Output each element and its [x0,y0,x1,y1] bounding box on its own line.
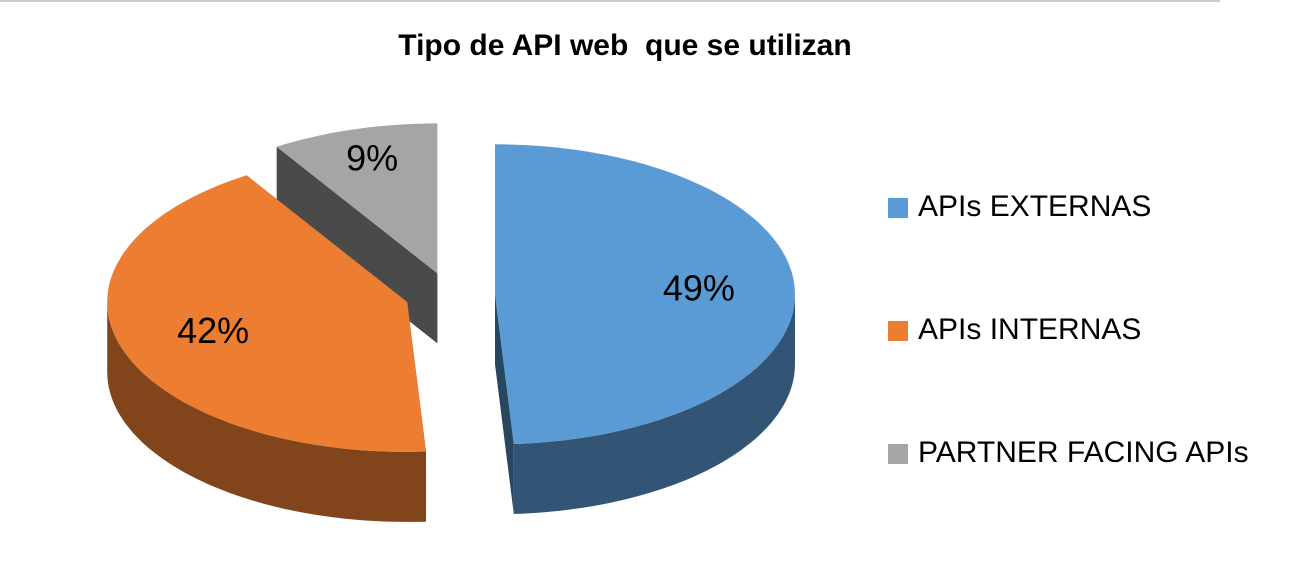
slice-side [107,302,426,522]
slice [495,144,795,445]
legend-swatch [888,321,908,341]
data-label: 42% [177,310,249,351]
legend: APIs EXTERNAS APIs INTERNAS PARTNER FACING… [888,190,1249,469]
slice-side [513,294,795,514]
pie-tops: 49% 42% 9% [107,123,795,452]
slice [107,175,426,452]
data-label: 49% [663,268,735,309]
legend-swatch [888,444,908,464]
chart-title: Tipo de API web que se utilizan [398,29,851,62]
legend-label: PARTNER FACING APIs [918,436,1249,469]
legend-swatch [888,198,908,218]
legend-label: APIs EXTERNAS [918,190,1151,223]
slice-radial-face [495,294,514,514]
data-label: 9% [346,138,398,179]
slice [276,123,438,274]
legend-label: APIs INTERNAS [918,313,1141,346]
